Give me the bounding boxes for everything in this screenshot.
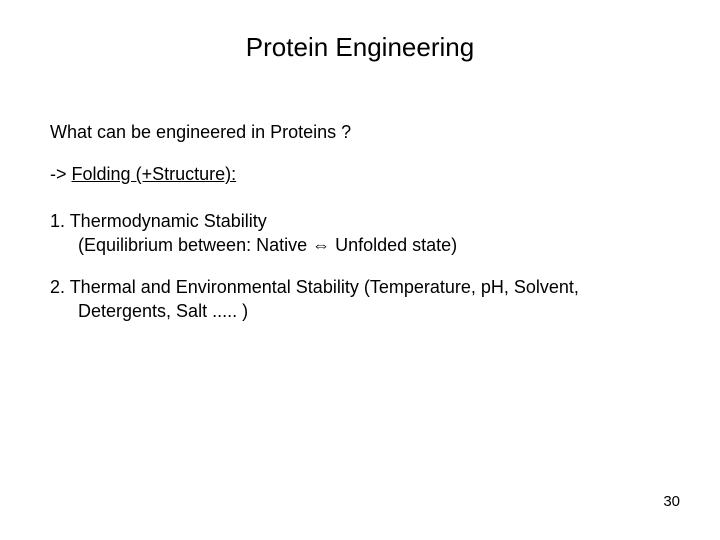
slide-body: What can be engineered in Proteins ? -> …: [50, 120, 670, 324]
page-number: 30: [663, 493, 680, 510]
arrow-glyph: ->: [50, 164, 67, 184]
list-item-1: 1. Thermodynamic Stability (Equilibrium …: [50, 209, 670, 258]
list-item-2: 2. Thermal and Environmental Stability (…: [50, 275, 670, 324]
item2-subtext: Detergents, Salt ..... ): [50, 299, 670, 323]
slide: Protein Engineering What can be engineer…: [0, 0, 720, 540]
section-heading: Folding (+Structure):: [72, 164, 237, 184]
item1-heading: 1. Thermodynamic Stability: [50, 211, 267, 231]
item1-subtext: (Equilibrium between: Native ⇔ Unfolded …: [50, 233, 670, 257]
question-line: What can be engineered in Proteins ?: [50, 120, 670, 144]
section-line: -> Folding (+Structure):: [50, 162, 670, 186]
item2-heading: 2. Thermal and Environmental Stability (…: [50, 277, 579, 297]
slide-title: Protein Engineering: [0, 32, 720, 63]
